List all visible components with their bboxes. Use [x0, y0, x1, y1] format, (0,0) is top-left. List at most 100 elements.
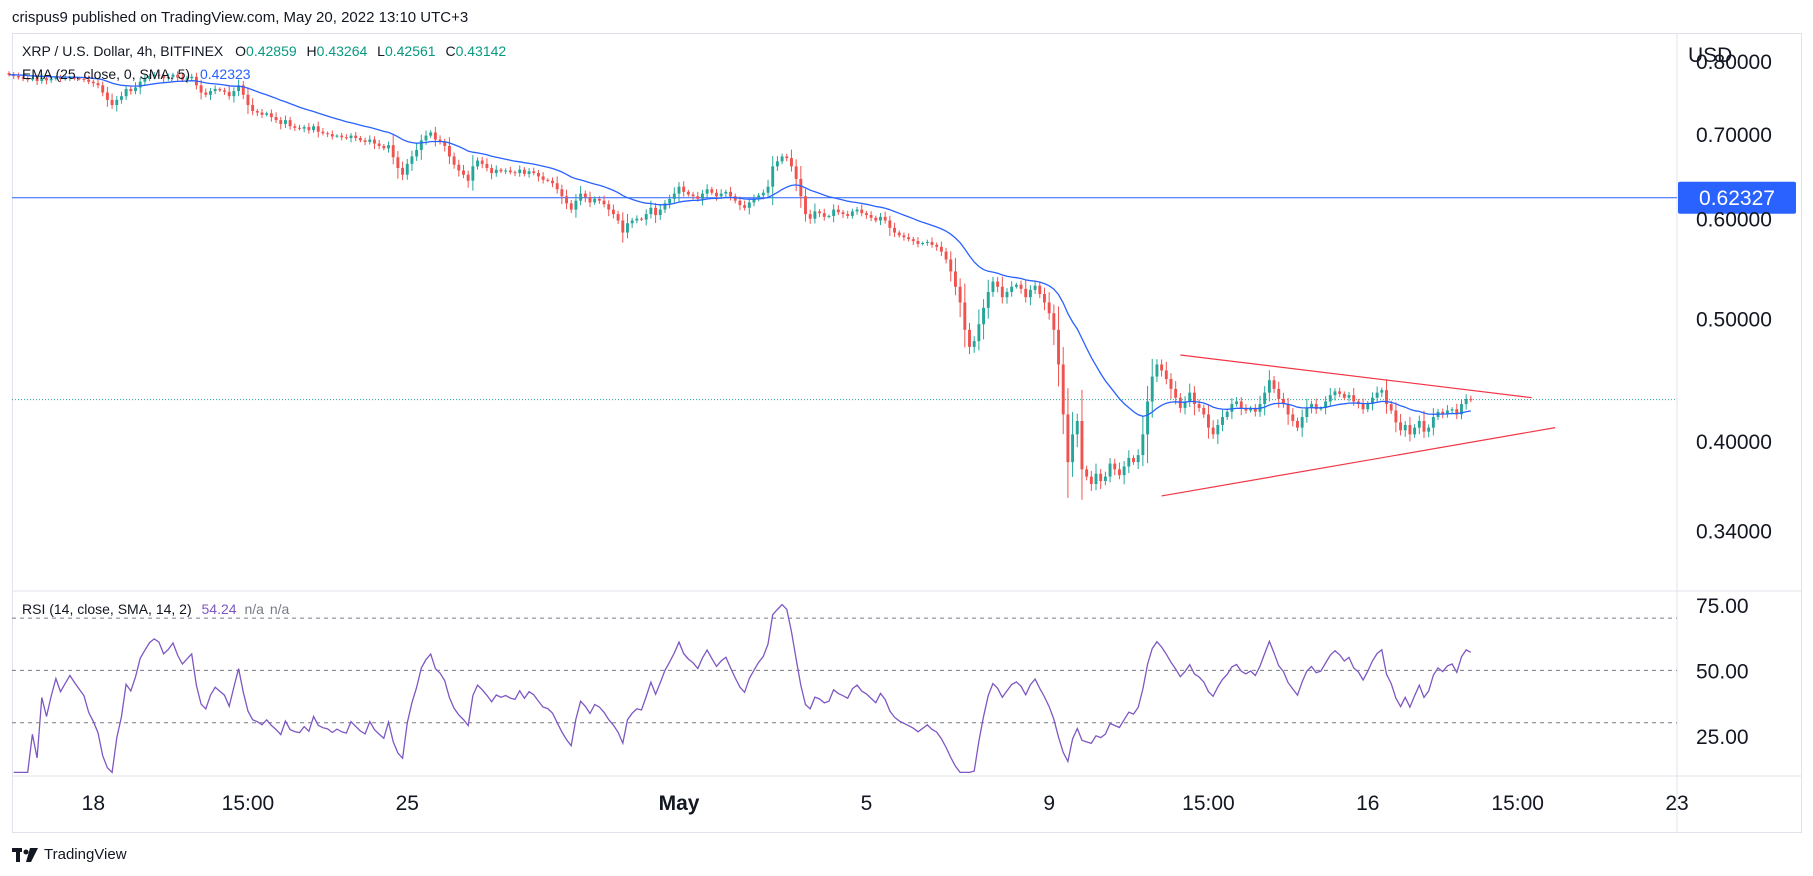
candle-body	[626, 223, 629, 233]
candle-body	[635, 218, 639, 221]
candle-body	[1141, 434, 1145, 456]
candle	[185, 76, 189, 84]
candle	[213, 85, 217, 95]
candle-body	[344, 137, 348, 139]
candle	[1192, 386, 1196, 416]
candle	[700, 189, 704, 206]
candle-body	[190, 76, 194, 79]
candle-body	[696, 196, 700, 199]
candle-body	[1052, 313, 1056, 330]
candle	[105, 86, 109, 107]
candle-body	[916, 241, 920, 244]
candle	[583, 190, 587, 203]
candle	[1043, 287, 1046, 311]
candle	[119, 91, 123, 104]
candle-body	[953, 271, 957, 287]
candle-body	[30, 78, 34, 80]
candle-body	[227, 91, 231, 97]
candle	[1132, 455, 1135, 465]
candle-body	[335, 135, 339, 137]
candle	[279, 116, 283, 130]
time-tick-label: 23	[1665, 792, 1688, 815]
candle-body	[897, 232, 901, 236]
candle	[977, 309, 981, 351]
candle	[724, 189, 728, 198]
candle-body	[1361, 404, 1365, 410]
candle-body	[804, 196, 807, 215]
candle	[565, 189, 569, 210]
candle-body	[775, 161, 779, 167]
candle	[808, 209, 812, 224]
price-tick-label: 0.40000	[1696, 431, 1772, 454]
rsi-na-2: n/a	[269, 601, 290, 617]
candle	[527, 168, 531, 178]
candle	[152, 72, 156, 80]
candle-body	[1136, 455, 1140, 463]
candle	[494, 165, 498, 177]
candle-body	[26, 78, 30, 80]
candle-body	[476, 160, 479, 167]
time-tick-label: 16	[1356, 792, 1379, 815]
candle-body	[105, 92, 109, 100]
candle-body	[1216, 424, 1220, 435]
candle-body	[1394, 410, 1398, 423]
candle-body	[373, 139, 376, 144]
candle-body	[433, 132, 437, 140]
candle	[972, 336, 976, 353]
candle	[321, 128, 325, 136]
candle-body	[930, 242, 934, 245]
candle	[1075, 413, 1079, 448]
candle	[330, 130, 334, 140]
candle	[1455, 403, 1459, 420]
candle	[602, 195, 606, 208]
candle-body	[405, 163, 409, 175]
candle-body	[1197, 404, 1201, 408]
candle-body	[1174, 388, 1178, 398]
candle	[340, 132, 344, 141]
candle-body	[185, 78, 189, 80]
candle	[157, 71, 161, 78]
symbol-title: XRP / U.S. Dollar, 4h, BITFINEX	[22, 43, 224, 59]
candle	[1225, 408, 1229, 421]
candle-body	[733, 196, 737, 201]
candle	[968, 322, 971, 355]
candle	[593, 196, 597, 205]
candle-body	[850, 211, 854, 216]
candle-body	[1005, 291, 1009, 298]
candle	[199, 79, 203, 100]
candle	[476, 157, 479, 170]
candle-body	[316, 126, 320, 132]
candle	[555, 176, 559, 194]
candle-body	[560, 189, 564, 197]
candle-body	[986, 291, 990, 308]
candle-body	[593, 198, 597, 203]
candle-body	[265, 113, 269, 115]
candle-body	[1122, 466, 1126, 476]
tradingview-logo[interactable]: TradingView	[12, 846, 127, 863]
candle	[1427, 424, 1431, 438]
candle-body	[672, 193, 676, 199]
candle	[1024, 280, 1028, 303]
candle-body	[686, 191, 690, 195]
candle-body	[1427, 427, 1431, 432]
candle-body	[424, 135, 428, 141]
candle-body	[602, 200, 606, 205]
tradingview-brand: TradingView	[44, 846, 127, 863]
candle	[607, 200, 611, 217]
candle-body	[508, 170, 512, 173]
candle-body	[1164, 370, 1168, 379]
candle	[1450, 407, 1454, 414]
candle	[1333, 388, 1337, 401]
candle-body	[494, 169, 498, 174]
candle-body	[565, 196, 569, 204]
candle	[691, 191, 695, 200]
candle	[1113, 458, 1117, 476]
candle	[302, 124, 306, 133]
candle	[368, 135, 372, 145]
candle	[921, 241, 925, 246]
candle	[63, 75, 67, 81]
candle	[860, 204, 864, 217]
candle-body	[82, 78, 86, 80]
candle	[658, 203, 662, 220]
